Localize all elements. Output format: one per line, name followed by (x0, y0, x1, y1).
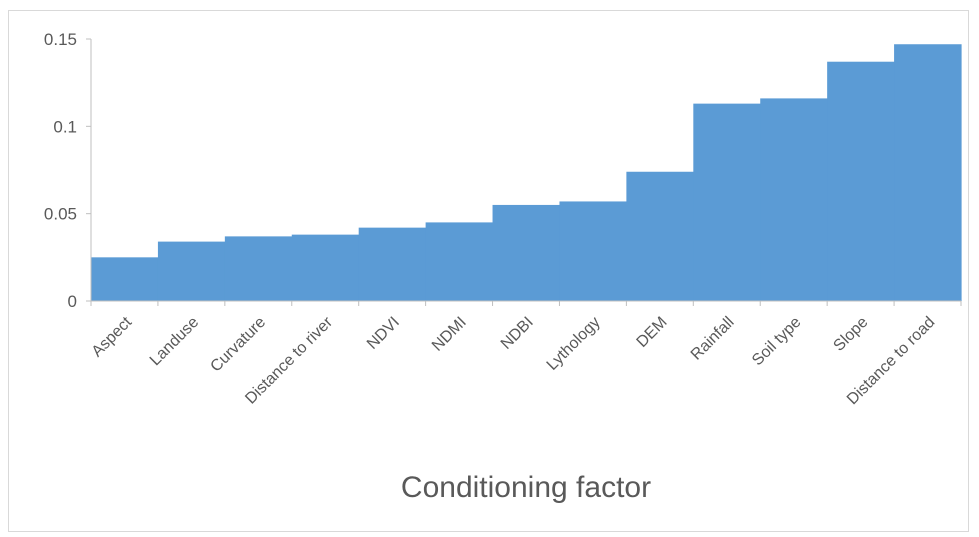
x-tick-label: NDVI (364, 314, 403, 353)
y-tick-label: 0.1 (53, 117, 77, 136)
bar-dem (626, 171, 694, 301)
bars-group (91, 44, 962, 302)
x-tick-label: Rainfall (688, 314, 738, 364)
x-tick-label: Landuse (147, 314, 203, 370)
bar-aspect (91, 257, 159, 301)
y-tick-label: 0 (68, 292, 77, 311)
x-tick-label: NDBI (498, 314, 537, 353)
x-tick-label: Slope (830, 314, 871, 355)
bar-distance-to-river (291, 234, 360, 301)
y-tick-label: 0.15 (44, 30, 77, 49)
bar-ndmi (425, 222, 494, 301)
x-tick-label: Soil type (749, 314, 804, 369)
bar-soil-type (760, 98, 828, 301)
bar-ndbi (492, 204, 561, 301)
bar-lythology (559, 201, 627, 301)
x-tick-label: Aspect (89, 313, 136, 360)
bar-slope (827, 61, 895, 302)
bar-landuse (157, 241, 226, 301)
bar-rainfall (693, 103, 761, 301)
x-tick-label: Lythology (544, 314, 604, 374)
bar-distance-to-road (894, 44, 962, 302)
bar-curvature (224, 236, 293, 301)
x-tick-label: DEM (634, 314, 671, 351)
x-tick-label: Curvature (207, 314, 269, 376)
x-tick-label: NDMI (429, 314, 470, 355)
bar-ndvi (358, 227, 427, 301)
y-axis: 0 0.05 0.1 0.15 (44, 30, 92, 311)
x-axis-title: Conditioning factor (401, 471, 651, 504)
y-tick-label: 0.05 (44, 205, 77, 224)
